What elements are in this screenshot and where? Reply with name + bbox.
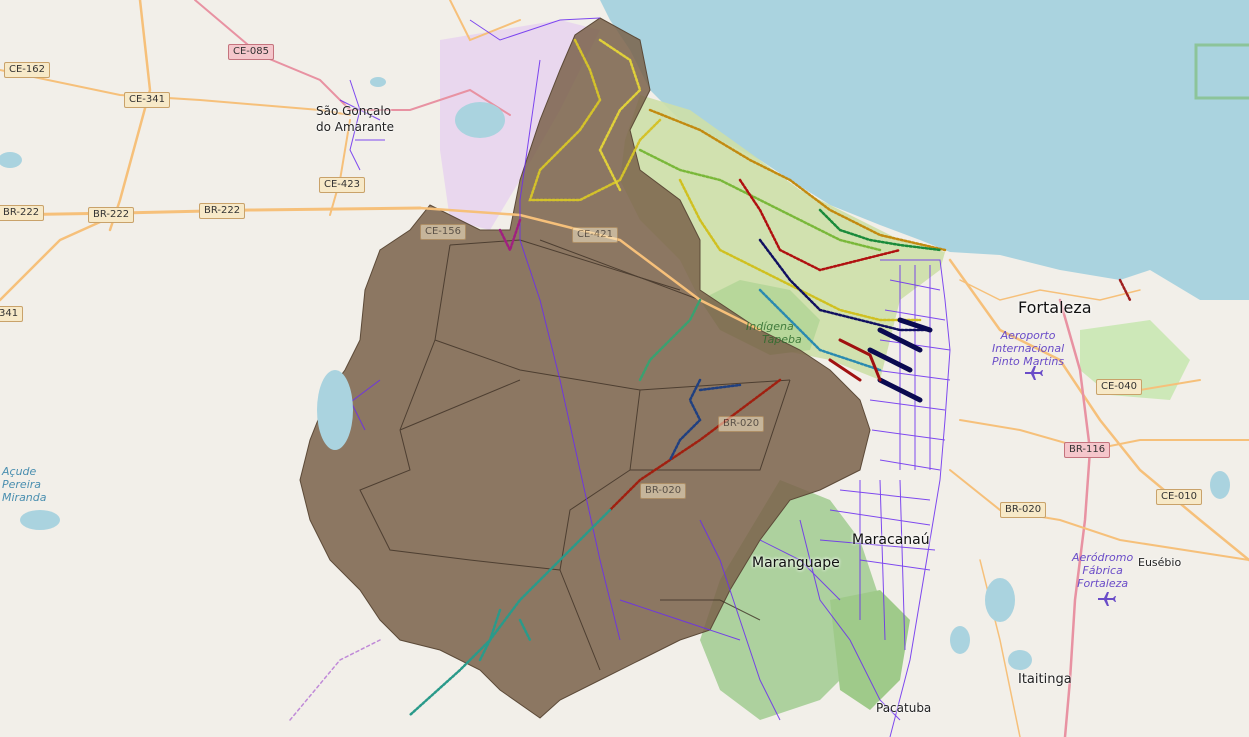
shield-br222-c: BR-222 xyxy=(199,203,246,219)
label-maracanau[interactable]: Maracanaú xyxy=(852,532,930,548)
shield-br116: BR-116 xyxy=(1064,442,1111,458)
label-tapeba-line1: Indígena xyxy=(746,320,794,333)
airport-fabrica-line2: Fábrica xyxy=(1082,564,1123,577)
label-sao-goncalo[interactable]: São Gonçalo do Amarante xyxy=(316,103,394,135)
label-tapeba-line2: Tapeba xyxy=(762,333,802,346)
shield-ce010: CE-010 xyxy=(1156,489,1202,505)
shield-br020-c: BR-020 xyxy=(1000,502,1047,518)
shield-341: 341 xyxy=(0,306,24,322)
shield-ce423: CE-423 xyxy=(319,177,365,193)
shield-ce085: CE-085 xyxy=(228,44,274,60)
shield-br222-a: BR-222 xyxy=(0,205,45,221)
region-polygon xyxy=(299,17,871,719)
label-sao-goncalo-line1: São Gonçalo xyxy=(316,104,391,118)
label-eusebio[interactable]: Eusébio xyxy=(1138,556,1182,569)
label-fortaleza[interactable]: Fortaleza xyxy=(1018,298,1092,317)
park-tapeba xyxy=(700,280,820,355)
label-acude-pereira-miranda: Açude Pereira Miranda xyxy=(2,465,47,504)
airport-fabrica-line3: Fortaleza xyxy=(1077,577,1129,590)
urban-network xyxy=(329,17,951,737)
acude-line2: Pereira xyxy=(2,478,42,491)
region-boundaries xyxy=(359,239,791,671)
label-pacatuba[interactable]: Pacatuba xyxy=(876,701,932,715)
shield-br222-b: BR-222 xyxy=(88,207,135,223)
park-coastal xyxy=(620,95,945,380)
acude-line3: Miranda xyxy=(2,491,47,504)
label-airport-fabrica[interactable]: Aeródromo Fábrica Fortaleza xyxy=(1072,551,1133,590)
shield-ce421: CE-421 xyxy=(572,227,618,243)
water-bodies xyxy=(0,77,1230,670)
shield-ce162: CE-162 xyxy=(4,62,50,78)
label-airport-pinto-martins[interactable]: Aeroporto Internacional Pinto Martins xyxy=(992,329,1064,368)
shield-br020-b: BR-020 xyxy=(640,483,687,499)
acude-line1: Açude xyxy=(2,465,37,478)
shield-ce341: CE-341 xyxy=(124,92,170,108)
airport-pinto-line3: Pinto Martins xyxy=(992,355,1065,368)
shield-ce040: CE-040 xyxy=(1096,379,1142,395)
sea-area xyxy=(600,0,1249,300)
sea-grid-marker xyxy=(1194,43,1249,100)
transit-lines xyxy=(408,38,1132,717)
park-pacatuba xyxy=(830,590,910,710)
shield-br020-a: BR-020 xyxy=(718,416,765,432)
label-itaitinga[interactable]: Itaitinga xyxy=(1018,672,1072,687)
airport-pinto-line1: Aeroporto xyxy=(1000,329,1056,342)
airport-icons xyxy=(1025,366,1116,606)
label-maranguape[interactable]: Maranguape xyxy=(752,555,840,571)
airport-pinto-line2: Internacional xyxy=(992,342,1065,355)
label-tapeba-park: Indígena Tapeba xyxy=(746,320,802,346)
airport-fabrica-line1: Aeródromo xyxy=(1072,551,1134,564)
shield-ce156: CE-156 xyxy=(420,224,466,240)
label-sao-goncalo-line2: do Amarante xyxy=(316,120,395,134)
